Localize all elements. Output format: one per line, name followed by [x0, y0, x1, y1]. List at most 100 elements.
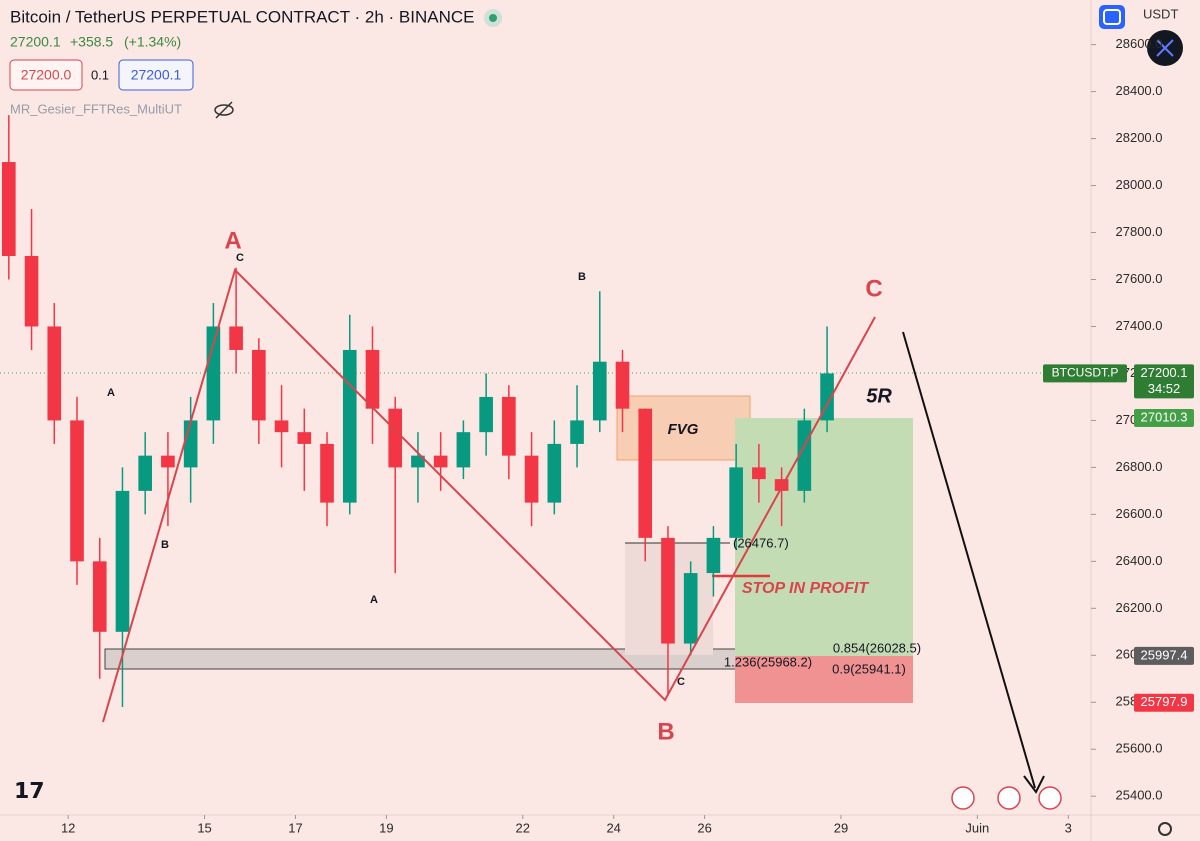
y-tick-label: 27800.0: [1116, 224, 1163, 239]
price-marker-label: 27010.3: [1141, 409, 1188, 424]
price-marker: [1134, 693, 1194, 712]
candle-body: [115, 490, 130, 632]
x-tick-label: 29: [834, 820, 848, 835]
target-box: [735, 418, 913, 656]
candle-body: [752, 467, 766, 480]
candle-body: [274, 420, 289, 433]
logo: 𝟭𝟳: [14, 778, 45, 803]
y-tick-label: 28000.0: [1116, 177, 1163, 192]
wave-label: B: [657, 718, 674, 745]
arrow: [902, 331, 1036, 789]
minor-wave-label: B: [161, 539, 169, 551]
candle-body: [729, 467, 743, 538]
candle-body: [774, 479, 789, 491]
fib-label: 0.854(26028.5): [833, 640, 921, 655]
price-marker: [1134, 646, 1194, 665]
y-tick-label: 28200.0: [1116, 130, 1163, 145]
settings-icon[interactable]: [1158, 822, 1172, 836]
sell-price[interactable]: 27200.0: [21, 67, 72, 83]
drawing-label: 5R: [866, 385, 892, 407]
fib-label: 1.236(25968.2): [724, 654, 812, 669]
candle-body: [252, 349, 266, 421]
candle-body: [433, 455, 448, 468]
candle-body: [706, 537, 721, 574]
price-marker-label: 25997.4: [1141, 647, 1188, 662]
title: Bitcoin / TetherUS PERPETUAL CONTRACT · …: [10, 7, 474, 26]
candle-body: [1, 162, 16, 257]
arrow-head: [1023, 775, 1045, 794]
x-tick-label: 19: [379, 820, 393, 835]
buy-button[interactable]: [118, 59, 194, 91]
y-tick-label: 28400.0: [1116, 83, 1163, 98]
minor-wave-label: B: [578, 271, 586, 283]
candle-body: [592, 361, 607, 421]
hide-icon[interactable]: [214, 101, 234, 119]
minor-wave-label: C: [677, 676, 685, 688]
candle-body: [570, 420, 584, 444]
candle-body: [320, 443, 334, 503]
x-tick-label: Juin: [965, 820, 989, 835]
candle-body: [183, 420, 198, 468]
price-marker: [1134, 408, 1194, 427]
candle-body: [615, 361, 630, 409]
candle-body: [683, 573, 698, 644]
wave-line: [102, 268, 876, 723]
countdown: 34:52: [1148, 381, 1181, 396]
currency[interactable]: USDT: [1143, 6, 1178, 21]
spread: 0.1: [91, 67, 109, 82]
marker-tag: [1043, 364, 1127, 383]
fib-label: 0.9(25941.1): [832, 661, 906, 676]
candle-body: [411, 455, 425, 468]
y-tick-label: 26800.0: [1116, 459, 1163, 474]
y-tick-label: 25400.0: [1116, 788, 1163, 803]
candle-body: [502, 396, 516, 456]
x-tick-label: 22: [516, 820, 530, 835]
change: +358.5: [70, 34, 113, 50]
layout-button[interactable]: [1099, 5, 1125, 29]
y-tick-label: 27600.0: [1116, 271, 1163, 286]
last-price: 27200.1: [10, 34, 61, 50]
x-tick-label: 3: [1065, 820, 1072, 835]
x-tick-label: 12: [61, 820, 75, 835]
x-tick-label: 26: [697, 820, 711, 835]
y-tick-label: 25600.0: [1116, 741, 1163, 756]
price-marker-label: 25797.9: [1141, 694, 1188, 709]
status-dot: [489, 14, 497, 22]
candle-body: [92, 561, 107, 632]
price-marker-label: 27200.1: [1141, 365, 1188, 380]
layout-icon: [1103, 9, 1121, 25]
drawing-label: FVG: [668, 421, 699, 438]
stop-box: [735, 656, 913, 703]
candle-body: [661, 537, 675, 644]
candle-body: [456, 432, 471, 468]
candle-body: [161, 455, 175, 468]
candle-body: [479, 396, 493, 433]
candle-body: [638, 408, 653, 538]
wave-label: A: [224, 227, 241, 254]
candle-body: [547, 443, 562, 503]
collapse-icon: [1156, 39, 1174, 57]
y-tick-label: 27400.0: [1116, 318, 1163, 333]
minor-wave-label: A: [370, 594, 378, 606]
candle-body: [229, 326, 243, 350]
marker-name: BTCUSDT.P: [1052, 366, 1119, 380]
candles: [1, 115, 834, 707]
minor-wave-label: C: [236, 252, 244, 264]
candle-body: [388, 408, 403, 468]
y-tick-label: 26200.0: [1116, 600, 1163, 615]
event-icons[interactable]: [951, 786, 1062, 810]
buy-price[interactable]: 27200.1: [131, 67, 182, 83]
fib-label: (26476.7): [733, 535, 789, 550]
change-pct: (+1.34%): [124, 34, 181, 50]
candle-body: [365, 349, 380, 409]
sell-button[interactable]: [9, 59, 83, 91]
minor-wave-label: A: [107, 387, 115, 399]
candle-body: [138, 455, 153, 491]
x-tick-label: 15: [197, 820, 211, 835]
y-tick-label: 28600.0: [1116, 36, 1163, 51]
wave-label: C: [865, 275, 882, 302]
candle-body: [342, 349, 357, 503]
price-marker: [1134, 364, 1194, 399]
indicator-name[interactable]: MR_Gesier_FFTRes_MultiUT: [10, 101, 182, 116]
